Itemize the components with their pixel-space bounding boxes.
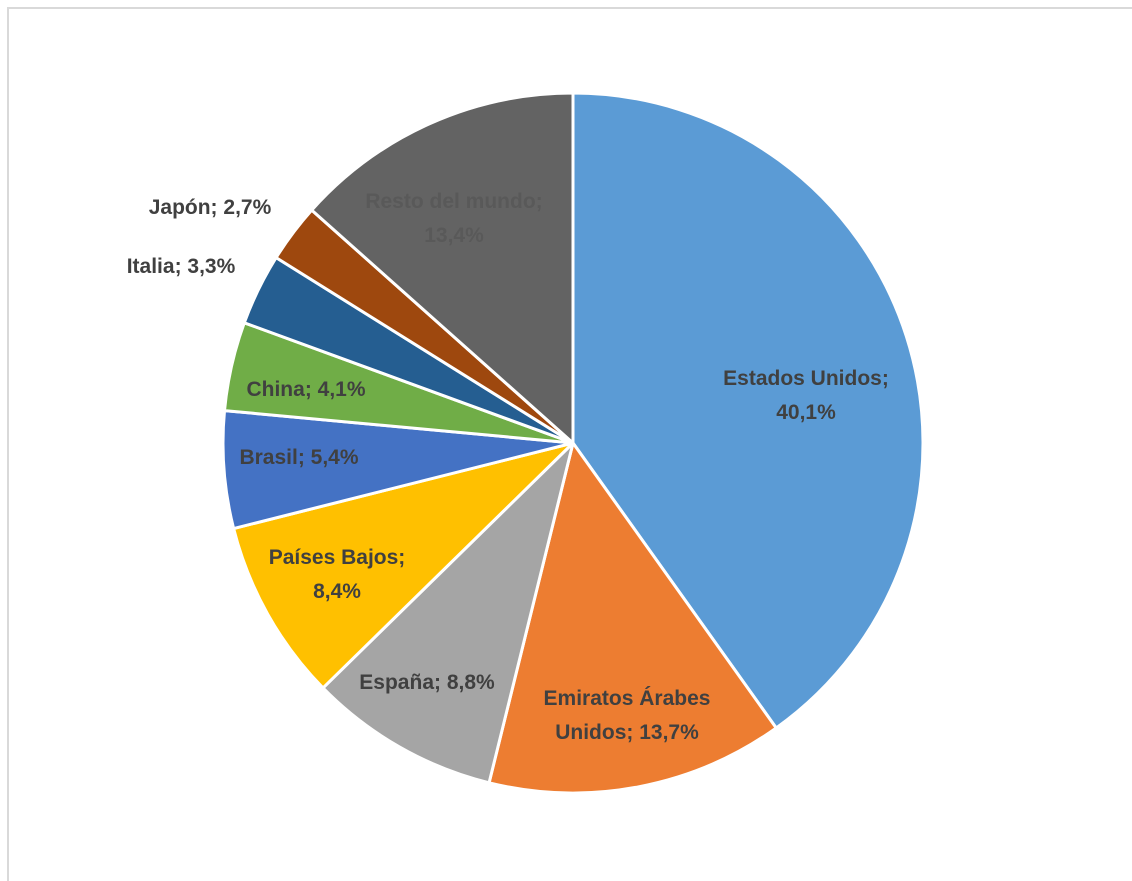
data-label-paises-bajos: Países Bajos; 8,4% xyxy=(269,546,406,603)
data-label-line: 13,4% xyxy=(424,224,484,247)
data-label-line: Brasil; 5,4% xyxy=(239,446,358,469)
data-label-resto-del-mundo: Resto del mundo; 13,4% xyxy=(365,190,542,247)
data-label-line: Italia; 3,3% xyxy=(127,255,236,278)
data-label-brasil: Brasil; 5,4% xyxy=(239,446,358,469)
data-label-line: 40,1% xyxy=(776,401,836,424)
pie-slice-resto-del-mundo xyxy=(310,91,575,445)
data-label-italia: Italia; 3,3% xyxy=(127,255,236,278)
data-label-emiratos-arabes-unidos: Emiratos Árabes Unidos; 13,7% xyxy=(544,687,711,744)
pie-slice-estados-unidos xyxy=(571,91,925,730)
data-label-estados-unidos: Estados Unidos; 40,1% xyxy=(723,367,889,424)
data-label-line: Unidos; 13,7% xyxy=(555,721,699,744)
data-label-china: China; 4,1% xyxy=(246,378,365,401)
data-label-line: Emiratos Árabes xyxy=(544,687,711,710)
data-label-line: España; 8,8% xyxy=(359,671,495,694)
data-label-line: China; 4,1% xyxy=(246,378,365,401)
data-labels: Estados Unidos; 40,1% Emiratos Árabes Unido… xyxy=(127,190,889,744)
pie-slice-espana xyxy=(321,441,575,785)
pie-slice-paises-bajos xyxy=(232,441,575,690)
data-label-line: Resto del mundo; xyxy=(365,190,542,213)
data-label-line: Japón; 2,7% xyxy=(149,196,272,219)
pie-slice-emiratos-arabes-unidos xyxy=(487,441,778,795)
data-label-line: 8,4% xyxy=(313,580,361,603)
pie-slices xyxy=(221,91,925,795)
data-label-line: Estados Unidos; xyxy=(723,367,889,390)
data-label-line: Países Bajos; xyxy=(269,546,406,569)
data-label-japon: Japón; 2,7% xyxy=(149,196,272,219)
data-label-espana: España; 8,8% xyxy=(359,671,495,694)
